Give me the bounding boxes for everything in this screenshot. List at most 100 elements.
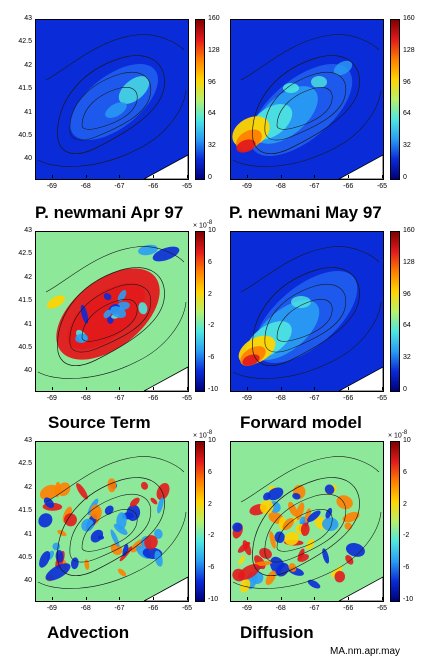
contour-bank xyxy=(69,494,152,563)
colorbar-tick-label: -6 xyxy=(208,564,215,572)
x-tick-mark xyxy=(51,387,53,390)
contour-bank xyxy=(264,72,347,141)
field-blob xyxy=(70,557,79,570)
colorbar-tick-label: 64 xyxy=(403,322,411,330)
x-tick-label: -65 xyxy=(181,183,193,190)
contour-shelf xyxy=(232,89,382,167)
colorbar-scale-label: × 10-8 xyxy=(388,430,408,440)
field-blob xyxy=(154,528,163,539)
field-blob xyxy=(103,292,112,301)
colorbar-tick-label: 10 xyxy=(208,437,216,444)
contour-bank xyxy=(252,267,360,366)
contour-shelf xyxy=(240,246,380,293)
x-tick-mark xyxy=(280,387,282,390)
y-tick-label: 40 xyxy=(24,577,32,585)
y-tick-label: 42 xyxy=(24,483,32,491)
x-tick-label: -69 xyxy=(241,183,252,190)
x-tick-mark xyxy=(187,387,188,390)
colorbar-tick-label: 160 xyxy=(403,227,415,234)
field-blob xyxy=(259,547,272,559)
land-mass xyxy=(143,154,188,179)
field-blob xyxy=(110,529,120,547)
y-tick-label: 41 xyxy=(24,108,32,116)
field-blob xyxy=(236,139,256,153)
contour-bank xyxy=(252,477,360,576)
x-tick-label: -66 xyxy=(148,183,159,190)
colorbar-tick-label: 10 xyxy=(208,227,216,234)
map-plot xyxy=(230,231,384,392)
colorbar-scale-label: × 10-8 xyxy=(193,220,213,230)
field-blob xyxy=(152,246,180,262)
contour-shelf xyxy=(37,301,187,379)
field-blob xyxy=(342,511,360,523)
contour-bank xyxy=(81,509,138,552)
contour-bank xyxy=(57,267,165,366)
colorbar-tick-label: -2 xyxy=(403,532,410,540)
colorbar-tick-label: 128 xyxy=(403,46,415,54)
field-blob xyxy=(38,513,53,528)
x-tick-label: -69 xyxy=(241,605,252,612)
y-tick-label: 42.5 xyxy=(18,460,32,468)
field-blob xyxy=(64,513,77,527)
colorbar-gradient xyxy=(391,232,399,391)
x-tick-label: -69 xyxy=(241,395,252,402)
field-blob xyxy=(238,555,246,565)
colorbar-tick-label: 2 xyxy=(208,500,212,508)
colorbar-scale-exponent: -8 xyxy=(206,430,213,436)
field-blob xyxy=(300,522,310,537)
field-blob xyxy=(116,512,127,530)
x-tick-mark xyxy=(382,387,383,390)
x-tick-label: -68 xyxy=(275,183,286,190)
map-field xyxy=(231,232,383,391)
x-tick-label: -67 xyxy=(309,605,320,612)
y-tick-label: 42.5 xyxy=(18,250,32,258)
panel-title: Advection xyxy=(47,623,130,642)
colorbar-tick-label: -6 xyxy=(403,564,410,572)
y-tick-label: 40.5 xyxy=(18,131,32,139)
field-blob xyxy=(46,295,66,309)
x-tick-mark xyxy=(153,175,155,178)
field-blob xyxy=(104,505,114,515)
x-tick-label: -68 xyxy=(275,605,286,612)
y-tick-label: 43 xyxy=(24,15,32,22)
colorbar-tick-label: -10 xyxy=(208,596,219,603)
contour-shelf xyxy=(232,301,382,379)
colorbar xyxy=(390,19,400,180)
x-tick-mark xyxy=(85,175,87,178)
x-tick-mark xyxy=(119,597,121,600)
x-tick-mark xyxy=(153,597,155,600)
x-tick-label: -67 xyxy=(309,395,320,402)
field-blob xyxy=(291,296,311,308)
field-blob xyxy=(39,484,59,500)
colorbar-tick-label: 10 xyxy=(403,437,411,444)
x-tick-label: -67 xyxy=(114,395,125,402)
y-tick-label: 42 xyxy=(24,61,32,69)
contour-shelf xyxy=(37,511,187,589)
colorbar-tick-label: 2 xyxy=(208,290,212,298)
x-tick-mark xyxy=(382,175,383,178)
field-blob xyxy=(240,578,251,593)
land-mass xyxy=(338,576,383,601)
x-tick-mark xyxy=(85,387,87,390)
x-tick-mark xyxy=(187,597,188,600)
field-blob xyxy=(57,529,67,537)
field-blob xyxy=(122,544,129,557)
contour-bank xyxy=(57,477,165,576)
contour-shelf xyxy=(45,246,185,293)
panel-title: P. newmani Apr 97 xyxy=(35,203,184,222)
field-blob xyxy=(333,60,353,76)
colorbar-gradient xyxy=(391,442,399,601)
x-tick-mark xyxy=(280,597,282,600)
y-tick-label: 41.5 xyxy=(18,507,32,515)
figure-footer-label: MA.nm.apr.may xyxy=(330,646,401,657)
colorbar-tick-label: -2 xyxy=(208,322,215,330)
colorbar-tick-label: -10 xyxy=(208,386,219,393)
colorbar xyxy=(195,441,205,602)
land-mass xyxy=(143,576,188,601)
field-blob xyxy=(267,487,284,501)
colorbar-tick-label: 0 xyxy=(403,174,407,181)
contour-bank xyxy=(252,55,360,154)
contour-bank xyxy=(81,299,138,342)
map-plot xyxy=(230,19,384,180)
x-tick-label: -65 xyxy=(376,605,388,612)
